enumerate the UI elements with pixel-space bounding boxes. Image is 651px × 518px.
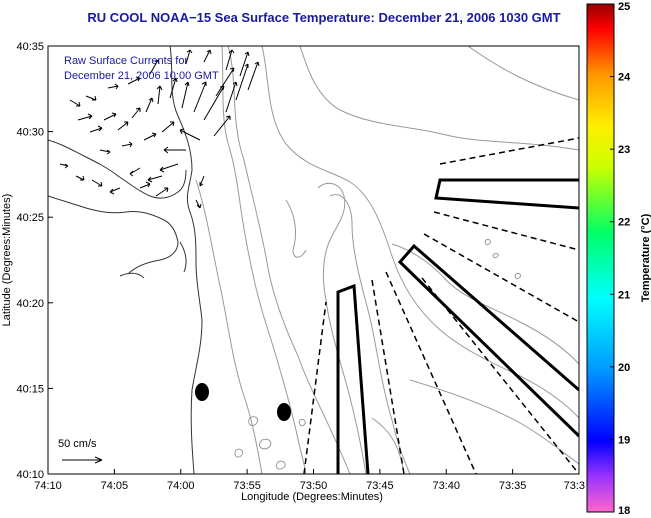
y-axis-ticks: 40:35 40:30 40:25 40:20 40:15 40:10 <box>16 41 53 481</box>
y-tick-label: 40:25 <box>16 212 44 224</box>
y-tick-label: 40:30 <box>16 127 44 139</box>
x-axis-ticks: 74:10 74:05 74:00 73:55 73:50 73:45 73:40 73:35… <box>34 469 585 492</box>
station-marker <box>195 383 209 401</box>
colorbar <box>586 3 615 513</box>
swath-outlines <box>336 178 579 474</box>
swath-edges <box>303 137 579 474</box>
colorbar-ticks: 25 24 23 22 21 20 19 18 <box>610 1 631 517</box>
y-tick-label: 40:20 <box>16 298 44 310</box>
x-tick-label: 73:40 <box>432 480 460 492</box>
coastline <box>48 46 203 474</box>
x-tick-label: 74:05 <box>101 480 129 492</box>
x-tick-label: 74:00 <box>167 480 195 492</box>
colorbar-tick-label: 21 <box>618 289 630 301</box>
colorbar-tick-label: 24 <box>618 72 631 84</box>
figure-title: RU COOL NOAA−15 Sea Surface Temperature:… <box>87 10 560 25</box>
y-axis-label: Latitude (Degrees:Minutes) <box>1 194 13 327</box>
scale-label: 50 cm/s <box>58 438 97 450</box>
y-tick-label: 40:15 <box>16 383 44 395</box>
patch-contours <box>234 239 521 470</box>
colorbar-tick-label: 19 <box>618 434 630 446</box>
colorbar-tick-label: 22 <box>618 217 630 229</box>
colorbar-tick-label: 23 <box>618 144 630 156</box>
x-axis-label: Longitude (Degrees:Minutes) <box>241 491 383 503</box>
x-tick-label: 73:45 <box>366 480 394 492</box>
overlay-line-2: December 21, 2006 10:00 GMT <box>64 70 219 82</box>
station-marker <box>277 403 291 421</box>
current-vectors <box>59 49 260 209</box>
x-tick-label: 73:55 <box>233 480 261 492</box>
y-tick-label: 40:35 <box>16 41 44 53</box>
x-tick-label: 73:35 <box>499 480 527 492</box>
x-tick-label: 73:3 <box>564 480 585 492</box>
bathymetry-contours <box>195 46 579 474</box>
scale-arrow <box>62 456 103 464</box>
colorbar-tick-label: 20 <box>618 362 630 374</box>
colorbar-tick-label: 25 <box>618 1 630 13</box>
map-area: Raw Surface Currents for December 21, 20… <box>48 46 579 474</box>
colorbar-label: Temperature (°C) <box>640 213 651 302</box>
x-tick-label: 73:50 <box>300 480 328 492</box>
y-tick-label: 40:10 <box>16 469 44 481</box>
colorbar-tick-label: 18 <box>618 505 630 517</box>
x-tick-label: 74:10 <box>34 480 62 492</box>
overlay-line-1: Raw Surface Currents for <box>64 55 188 67</box>
